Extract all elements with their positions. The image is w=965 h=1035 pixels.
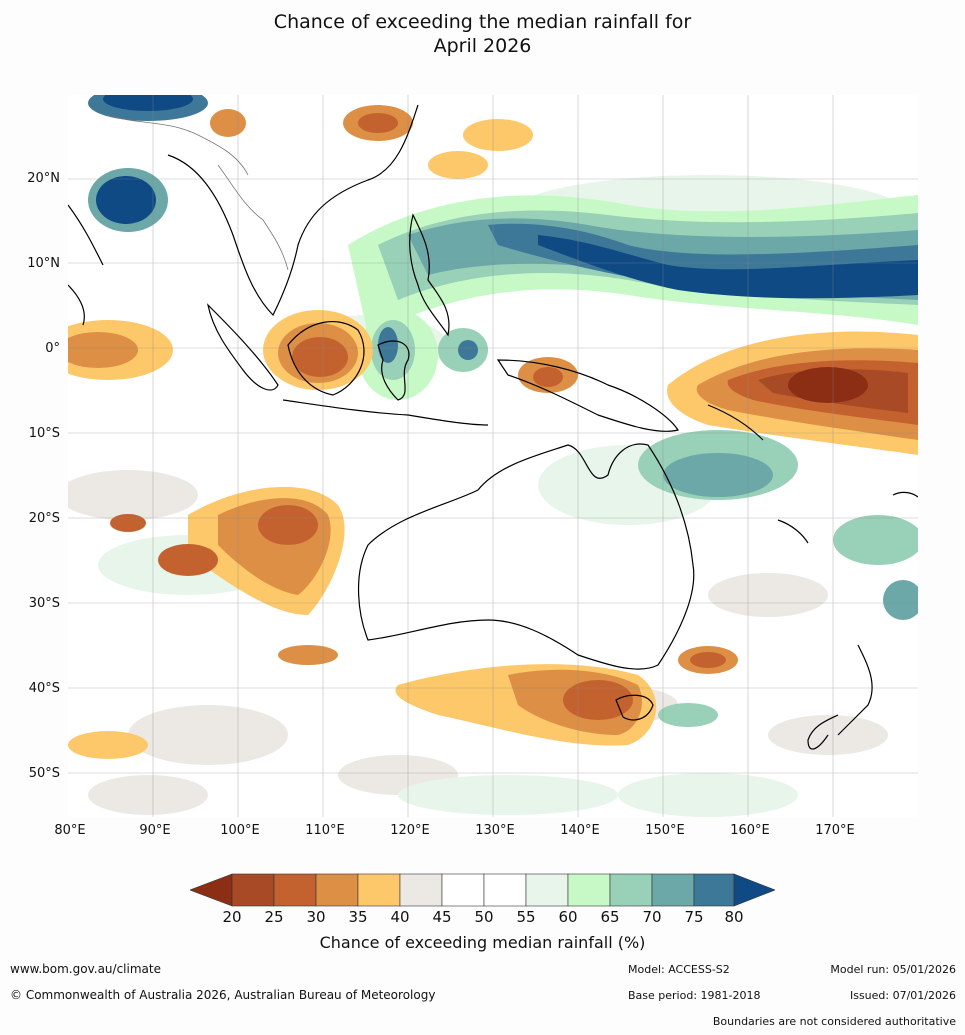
- wet-patch-maritime: [358, 310, 488, 400]
- lat-label-40s: 40°S: [28, 681, 60, 696]
- australia-coastline: [357, 443, 695, 670]
- lat-label-30s: 30°S: [28, 596, 60, 611]
- colorbar-segment-45-50: [441, 873, 485, 907]
- lon-label-80e: 80°E: [54, 823, 86, 838]
- colorbar-segment-20-25: [231, 873, 275, 907]
- dry-patch-equatorial-indian: [68, 320, 173, 380]
- title-line-1: Chance of exceeding the median rainfall …: [273, 11, 692, 33]
- colorbar-segment-35-40: [357, 873, 401, 907]
- lon-label-140e: 140°E: [560, 823, 600, 838]
- colorbar-segment-70-75: [651, 873, 695, 907]
- footer-model-run: Model run: 05/01/2026: [830, 963, 956, 976]
- fiji-coastline: [892, 491, 918, 498]
- wet-patch-sw-pacific: [638, 430, 918, 727]
- colorbar-under-arrow: [190, 873, 233, 907]
- wet-band-north-pacific: [348, 195, 918, 335]
- lat-label-10n: 10°N: [27, 256, 60, 271]
- colorbar-segment-40-45: [399, 873, 443, 907]
- colorbar-tick-55: 55: [516, 908, 536, 926]
- lon-label-160e: 160°E: [730, 823, 770, 838]
- footer-issued: Issued: 07/01/2026: [849, 989, 956, 1002]
- lat-label-10s: 10°S: [28, 426, 60, 441]
- lon-label-90e: 90°E: [139, 823, 171, 838]
- colorbar-tick-80: 80: [724, 908, 744, 926]
- lat-label-20n: 20°N: [27, 171, 60, 186]
- colorbar-tick-70: 70: [642, 908, 662, 926]
- footer-base-period: Base period: 1981-2018: [628, 989, 761, 1002]
- dry-patch-tasmania: [68, 645, 738, 759]
- colorbar-tick-35: 35: [348, 908, 368, 926]
- borneo-coastline: [287, 321, 365, 396]
- colorbar: [190, 873, 775, 907]
- map-title: Chance of exceeding the median rainfall …: [0, 10, 965, 58]
- lat-label-20s: 20°S: [28, 511, 60, 526]
- colorbar-over-arrow: [733, 873, 775, 907]
- colorbar-segment-25-30: [273, 873, 317, 907]
- lon-label-100e: 100°E: [220, 823, 260, 838]
- sulawesi-coastline: [377, 340, 410, 401]
- india-coastline: [68, 204, 104, 326]
- colorbar-segment-55-60: [525, 873, 569, 907]
- wet-patch-bay-of-bengal: [88, 95, 208, 232]
- solomon-islands-coastline: [707, 404, 764, 441]
- colorbar-tick-20: 20: [222, 908, 242, 926]
- colorbar-tick-30: 30: [306, 908, 326, 926]
- colorbar-segment-30-35: [315, 873, 359, 907]
- lat-label-50s: 50°S: [28, 766, 60, 781]
- lat-label-equator: 0°: [45, 341, 60, 356]
- new-caledonia-coastline: [777, 519, 809, 544]
- java-coastline: [282, 399, 489, 426]
- colorbar-segment-60-65: [567, 873, 611, 907]
- dry-patch-south-china: [210, 105, 533, 179]
- sumatra-coastline: [207, 303, 279, 391]
- colorbar-segment-50-55: [483, 873, 527, 907]
- coastlines: [68, 104, 918, 750]
- rainfall-probability-map: [68, 95, 918, 817]
- lon-label-110e: 110°E: [305, 823, 345, 838]
- lon-label-130e: 130°E: [475, 823, 515, 838]
- colorbar-tick-65: 65: [600, 908, 620, 926]
- title-line-2: April 2026: [433, 35, 532, 57]
- colorbar-tick-75: 75: [684, 908, 704, 926]
- tasmania-coastline: [615, 694, 654, 721]
- colorbar-tick-60: 60: [558, 908, 578, 926]
- philippines-coastline: [409, 213, 450, 337]
- country-borders: [107, 114, 289, 271]
- footer-copyright: © Commonwealth of Australia 2026, Austra…: [10, 988, 436, 1002]
- lon-label-170e: 170°E: [815, 823, 855, 838]
- new-zealand-coastline: [807, 644, 873, 750]
- dry-patch-borneo: [263, 310, 578, 393]
- map-canvas: [68, 95, 918, 817]
- se-asia-coastline: [167, 104, 419, 317]
- footer-website: www.bom.gov.au/climate: [10, 962, 161, 976]
- colorbar-segment-65-70: [609, 873, 653, 907]
- lon-label-150e: 150°E: [645, 823, 685, 838]
- colorbar-tick-40: 40: [390, 908, 410, 926]
- dry-patch-central-pacific: [667, 331, 918, 455]
- lon-label-120e: 120°E: [390, 823, 430, 838]
- footer-model: Model: ACCESS-S2: [628, 963, 730, 976]
- colorbar-tick-50: 50: [474, 908, 494, 926]
- graticule: [68, 95, 918, 817]
- new-guinea-coastline: [496, 359, 679, 432]
- colorbar-tick-25: 25: [264, 908, 284, 926]
- colorbar-tick-45: 45: [432, 908, 452, 926]
- colorbar-title: Chance of exceeding median rainfall (%): [319, 933, 646, 952]
- footer-disclaimer: Boundaries are not considered authoritat…: [712, 1015, 956, 1028]
- colorbar-segment-75-80: [693, 873, 735, 907]
- dry-patch-west-australia: [110, 486, 345, 615]
